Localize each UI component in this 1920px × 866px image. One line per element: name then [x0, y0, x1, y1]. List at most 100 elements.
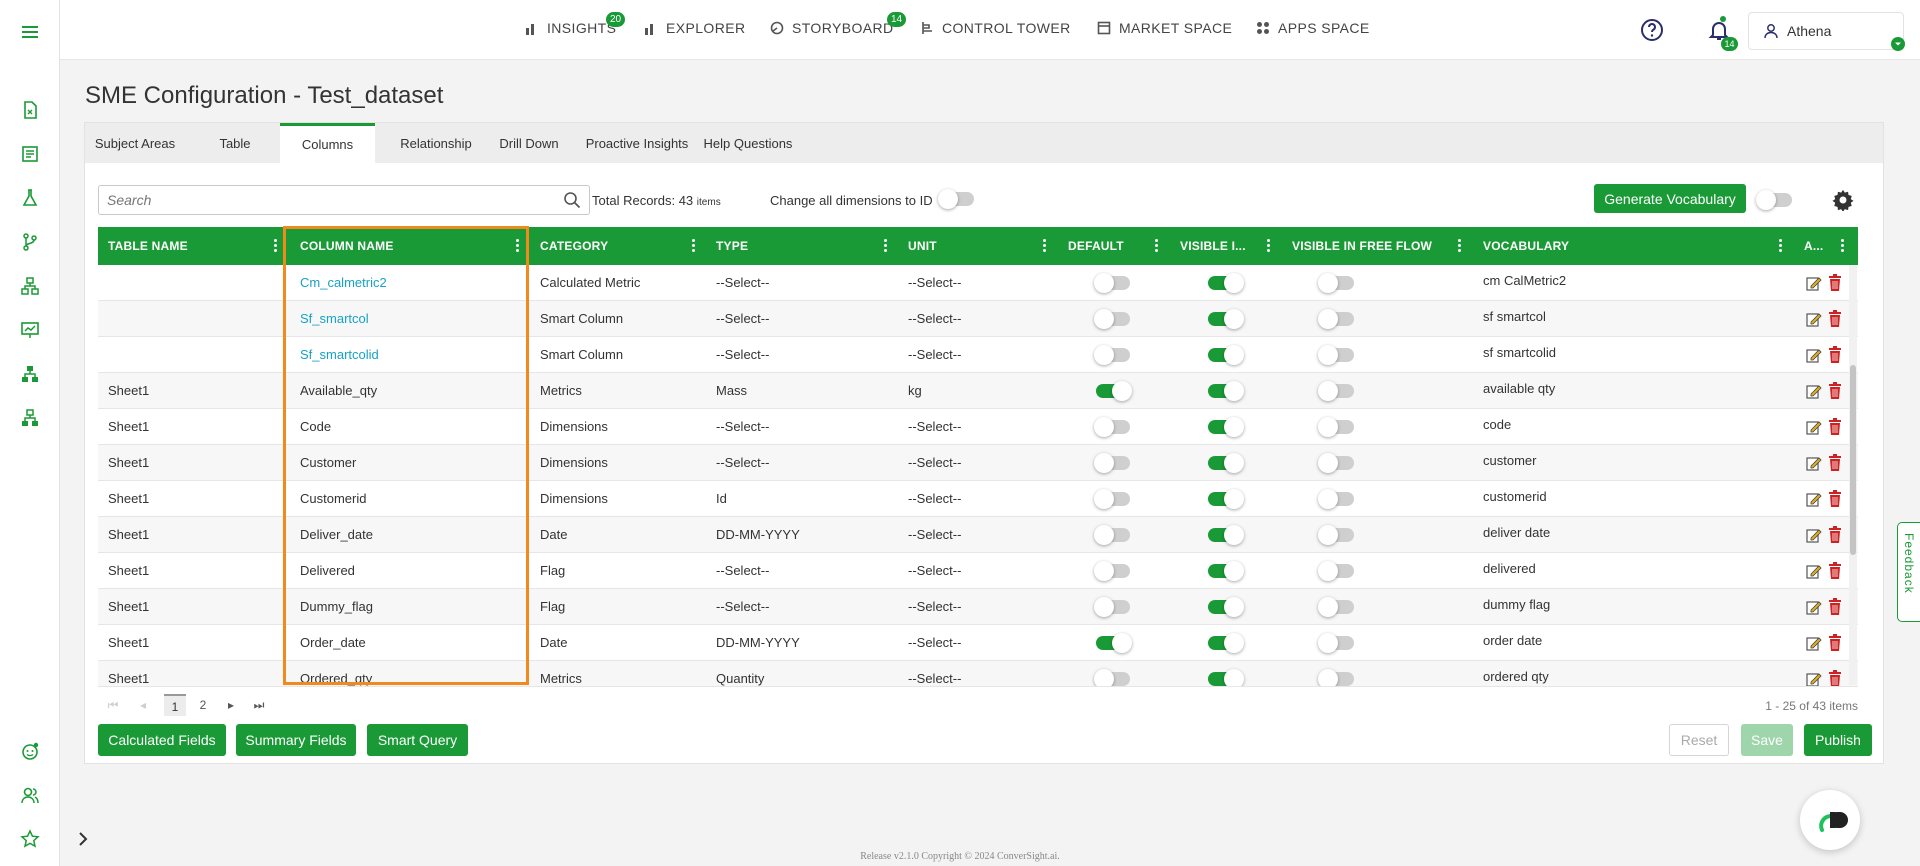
first-page-icon[interactable]: ⏮ [107, 698, 119, 712]
trash-icon[interactable] [1828, 310, 1842, 327]
user-menu[interactable]: Athena [1748, 12, 1905, 51]
visible-toggle[interactable] [1208, 597, 1244, 617]
free-flow-toggle[interactable] [1318, 597, 1354, 617]
column-menu-icon[interactable] [1779, 239, 1783, 253]
trash-icon[interactable] [1828, 670, 1842, 686]
bell-icon[interactable] [1707, 18, 1731, 42]
column-menu-icon[interactable] [516, 239, 520, 253]
tab-drill-down[interactable]: Drill Down [499, 136, 559, 151]
tab-relationship[interactable]: Relationship [400, 136, 472, 151]
save-button[interactable]: Save [1741, 724, 1793, 756]
presentation-icon[interactable] [18, 318, 42, 342]
nav-apps-space[interactable]: APPS SPACE [1256, 20, 1370, 36]
edit-icon[interactable] [1806, 563, 1822, 579]
page-1[interactable]: 1 [164, 694, 186, 716]
free-flow-toggle[interactable] [1318, 417, 1354, 437]
tab-columns[interactable]: Columns [280, 123, 375, 163]
edit-icon[interactable] [1806, 419, 1822, 435]
free-flow-toggle[interactable] [1318, 273, 1354, 293]
summary-fields-button[interactable]: Summary Fields [236, 724, 356, 756]
help-icon[interactable] [1640, 18, 1664, 42]
reset-button[interactable]: Reset [1669, 724, 1729, 756]
publish-button[interactable]: Publish [1804, 724, 1872, 756]
edit-icon[interactable] [1806, 671, 1822, 686]
header-visible[interactable]: VISIBLE I... [1180, 239, 1246, 253]
edit-icon[interactable] [1806, 527, 1822, 543]
trash-icon[interactable] [1828, 274, 1842, 291]
gear-icon[interactable] [1832, 189, 1854, 212]
free-flow-toggle[interactable] [1318, 669, 1354, 686]
default-toggle[interactable] [1094, 417, 1130, 437]
header-visible-free-flow[interactable]: VISIBLE IN FREE FLOW [1292, 239, 1433, 253]
search-input[interactable] [99, 186, 539, 214]
trash-icon[interactable] [1828, 418, 1842, 435]
trash-icon[interactable] [1828, 454, 1842, 471]
page-2[interactable]: 2 [199, 698, 207, 712]
header-unit[interactable]: UNIT [908, 239, 937, 253]
flask-icon[interactable] [18, 186, 42, 210]
last-page-icon[interactable]: ⏭ [253, 698, 265, 712]
column-menu-icon[interactable] [1267, 239, 1271, 253]
feedback-tab[interactable]: Feedback [1897, 522, 1920, 622]
edit-icon[interactable] [1806, 383, 1822, 399]
free-flow-toggle[interactable] [1318, 525, 1354, 545]
network-icon[interactable] [18, 406, 42, 430]
edit-icon[interactable] [1806, 599, 1822, 615]
org-chart-icon[interactable] [18, 362, 42, 386]
default-toggle[interactable] [1094, 489, 1130, 509]
column-menu-icon[interactable] [1458, 239, 1462, 253]
nav-storyboard[interactable]: STORYBOARD [770, 20, 894, 36]
header-vocabulary[interactable]: VOCABULARY [1483, 239, 1570, 253]
default-toggle[interactable] [1094, 597, 1130, 617]
edit-icon[interactable] [1806, 311, 1822, 327]
header-category[interactable]: CATEGORY [540, 239, 609, 253]
tab-proactive-insights[interactable]: Proactive Insights [585, 136, 689, 151]
edit-icon[interactable] [1806, 455, 1822, 471]
trash-icon[interactable] [1828, 346, 1842, 363]
nav-market-space[interactable]: MARKET SPACE [1097, 20, 1232, 36]
default-toggle[interactable] [1094, 669, 1130, 686]
bot-icon[interactable] [18, 739, 42, 763]
smart-query-button[interactable]: Smart Query [367, 724, 468, 756]
column-menu-icon[interactable] [1155, 239, 1159, 253]
grid-scrollbar[interactable] [1849, 265, 1857, 685]
generate-vocabulary-toggle[interactable] [1756, 190, 1792, 210]
visible-toggle[interactable] [1208, 417, 1244, 437]
header-table-name[interactable]: TABLE NAME [108, 239, 188, 253]
free-flow-toggle[interactable] [1318, 561, 1354, 581]
edit-icon[interactable] [1806, 275, 1822, 291]
header-actions[interactable]: A... [1804, 239, 1824, 253]
visible-toggle[interactable] [1208, 453, 1244, 473]
column-menu-icon[interactable] [884, 239, 888, 253]
cell-column-name[interactable]: Cm_calmetric2 [300, 275, 387, 290]
tab-subject-areas[interactable]: Subject Areas [94, 136, 176, 151]
nav-insights[interactable]: INSIGHTS [525, 20, 616, 36]
chevron-down-icon[interactable] [1891, 37, 1905, 51]
default-toggle[interactable] [1094, 453, 1130, 473]
chevron-right-icon[interactable] [76, 831, 90, 847]
report-icon[interactable] [18, 142, 42, 166]
default-toggle[interactable] [1094, 309, 1130, 329]
trash-icon[interactable] [1828, 598, 1842, 615]
visible-toggle[interactable] [1208, 381, 1244, 401]
search-icon[interactable] [563, 191, 581, 209]
visible-toggle[interactable] [1208, 633, 1244, 653]
header-type[interactable]: TYPE [716, 239, 749, 253]
visible-toggle[interactable] [1208, 489, 1244, 509]
edit-icon[interactable] [1806, 491, 1822, 507]
free-flow-toggle[interactable] [1318, 381, 1354, 401]
edit-icon[interactable] [1806, 635, 1822, 651]
nav-control-tower[interactable]: CONTROL TOWER [920, 20, 1071, 36]
next-page-icon[interactable]: ▸ [227, 698, 235, 712]
cell-column-name[interactable]: Sf_smartcol [300, 311, 369, 326]
document-icon[interactable] [18, 98, 42, 122]
free-flow-toggle[interactable] [1318, 453, 1354, 473]
menu-icon[interactable] [18, 20, 42, 44]
trash-icon[interactable] [1828, 562, 1842, 579]
column-menu-icon[interactable] [1043, 239, 1047, 253]
change-dims-toggle[interactable] [938, 189, 974, 209]
generate-vocabulary-button[interactable]: Generate Vocabulary [1594, 184, 1746, 213]
chat-assistant-button[interactable] [1800, 790, 1860, 850]
trash-icon[interactable] [1828, 526, 1842, 543]
hierarchy-icon[interactable] [18, 274, 42, 298]
